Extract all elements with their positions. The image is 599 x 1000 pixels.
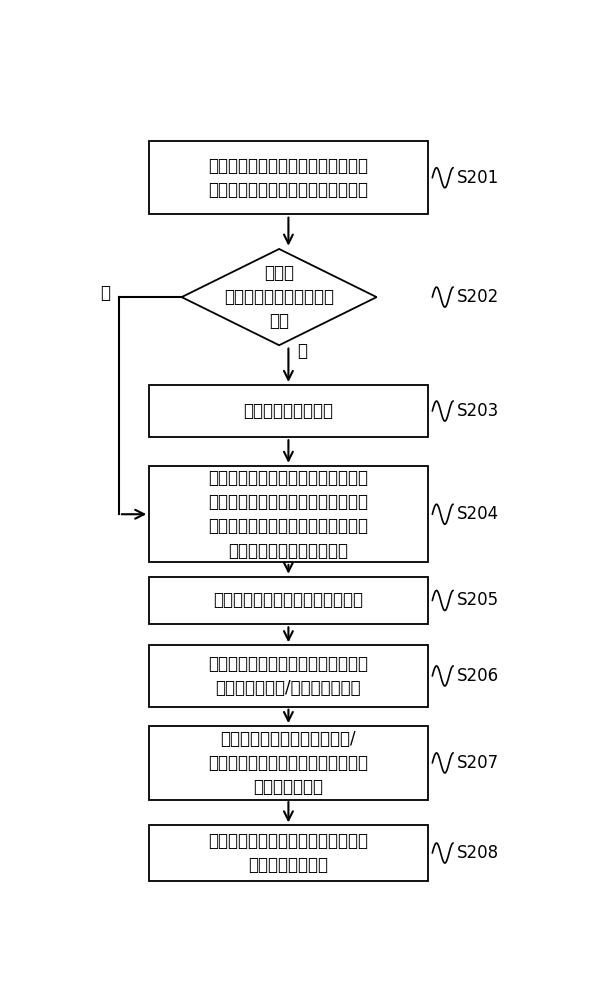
Text: 创建分屏对应的堆栈: 创建分屏对应的堆栈 [243, 402, 334, 420]
FancyBboxPatch shape [149, 141, 428, 214]
Text: S202: S202 [457, 288, 499, 306]
Text: 依据修改后的窗口位置参数和/
或窗口尺寸参数对应用程序的用户界
面进行重新布局: 依据修改后的窗口位置参数和/ 或窗口尺寸参数对应用程序的用户界 面进行重新布局 [208, 730, 368, 796]
Text: S207: S207 [457, 754, 499, 772]
FancyBboxPatch shape [149, 726, 428, 800]
FancyBboxPatch shape [149, 645, 428, 707]
Polygon shape [181, 249, 377, 345]
Text: 否: 否 [297, 342, 307, 360]
Text: S204: S204 [457, 505, 499, 523]
FancyBboxPatch shape [149, 577, 428, 624]
Text: S205: S205 [457, 591, 499, 609]
Text: 判断系
统是否已创建分屏对应的
堆栈: 判断系 统是否已创建分屏对应的 堆栈 [224, 264, 334, 330]
FancyBboxPatch shape [149, 825, 428, 881]
Text: S208: S208 [457, 844, 499, 862]
Text: S206: S206 [457, 667, 499, 685]
FancyBboxPatch shape [149, 385, 428, 437]
FancyBboxPatch shape [149, 466, 428, 562]
Text: S201: S201 [457, 169, 499, 187]
Text: 在分屏中显示重新布局之后的所述应
用程序的用户界面: 在分屏中显示重新布局之后的所述应 用程序的用户界面 [208, 832, 368, 874]
Text: 是: 是 [100, 284, 110, 302]
Text: 根据用户的触发行为修改堆栈管理的
窗口位置参数和/或窗口尺寸参数: 根据用户的触发行为修改堆栈管理的 窗口位置参数和/或窗口尺寸参数 [208, 655, 368, 697]
Text: 将活动组件压入堆栈中，并使活动组
件处于堆栈的栈顶，利用堆栈管理的
窗口位置参数和窗口尺寸参数，对应
用程序的用户界面进行布局: 将活动组件压入堆栈中，并使活动组 件处于堆栈的栈顶，利用堆栈管理的 窗口位置参数… [208, 469, 368, 560]
Text: 当用户触发启动一应用程序时，确定
用于呈现应用程序的用户界面的分屏: 当用户触发启动一应用程序时，确定 用于呈现应用程序的用户界面的分屏 [208, 157, 368, 199]
Text: 在分屏中显示应用程序的用户界面: 在分屏中显示应用程序的用户界面 [213, 591, 364, 609]
Text: S203: S203 [457, 402, 499, 420]
